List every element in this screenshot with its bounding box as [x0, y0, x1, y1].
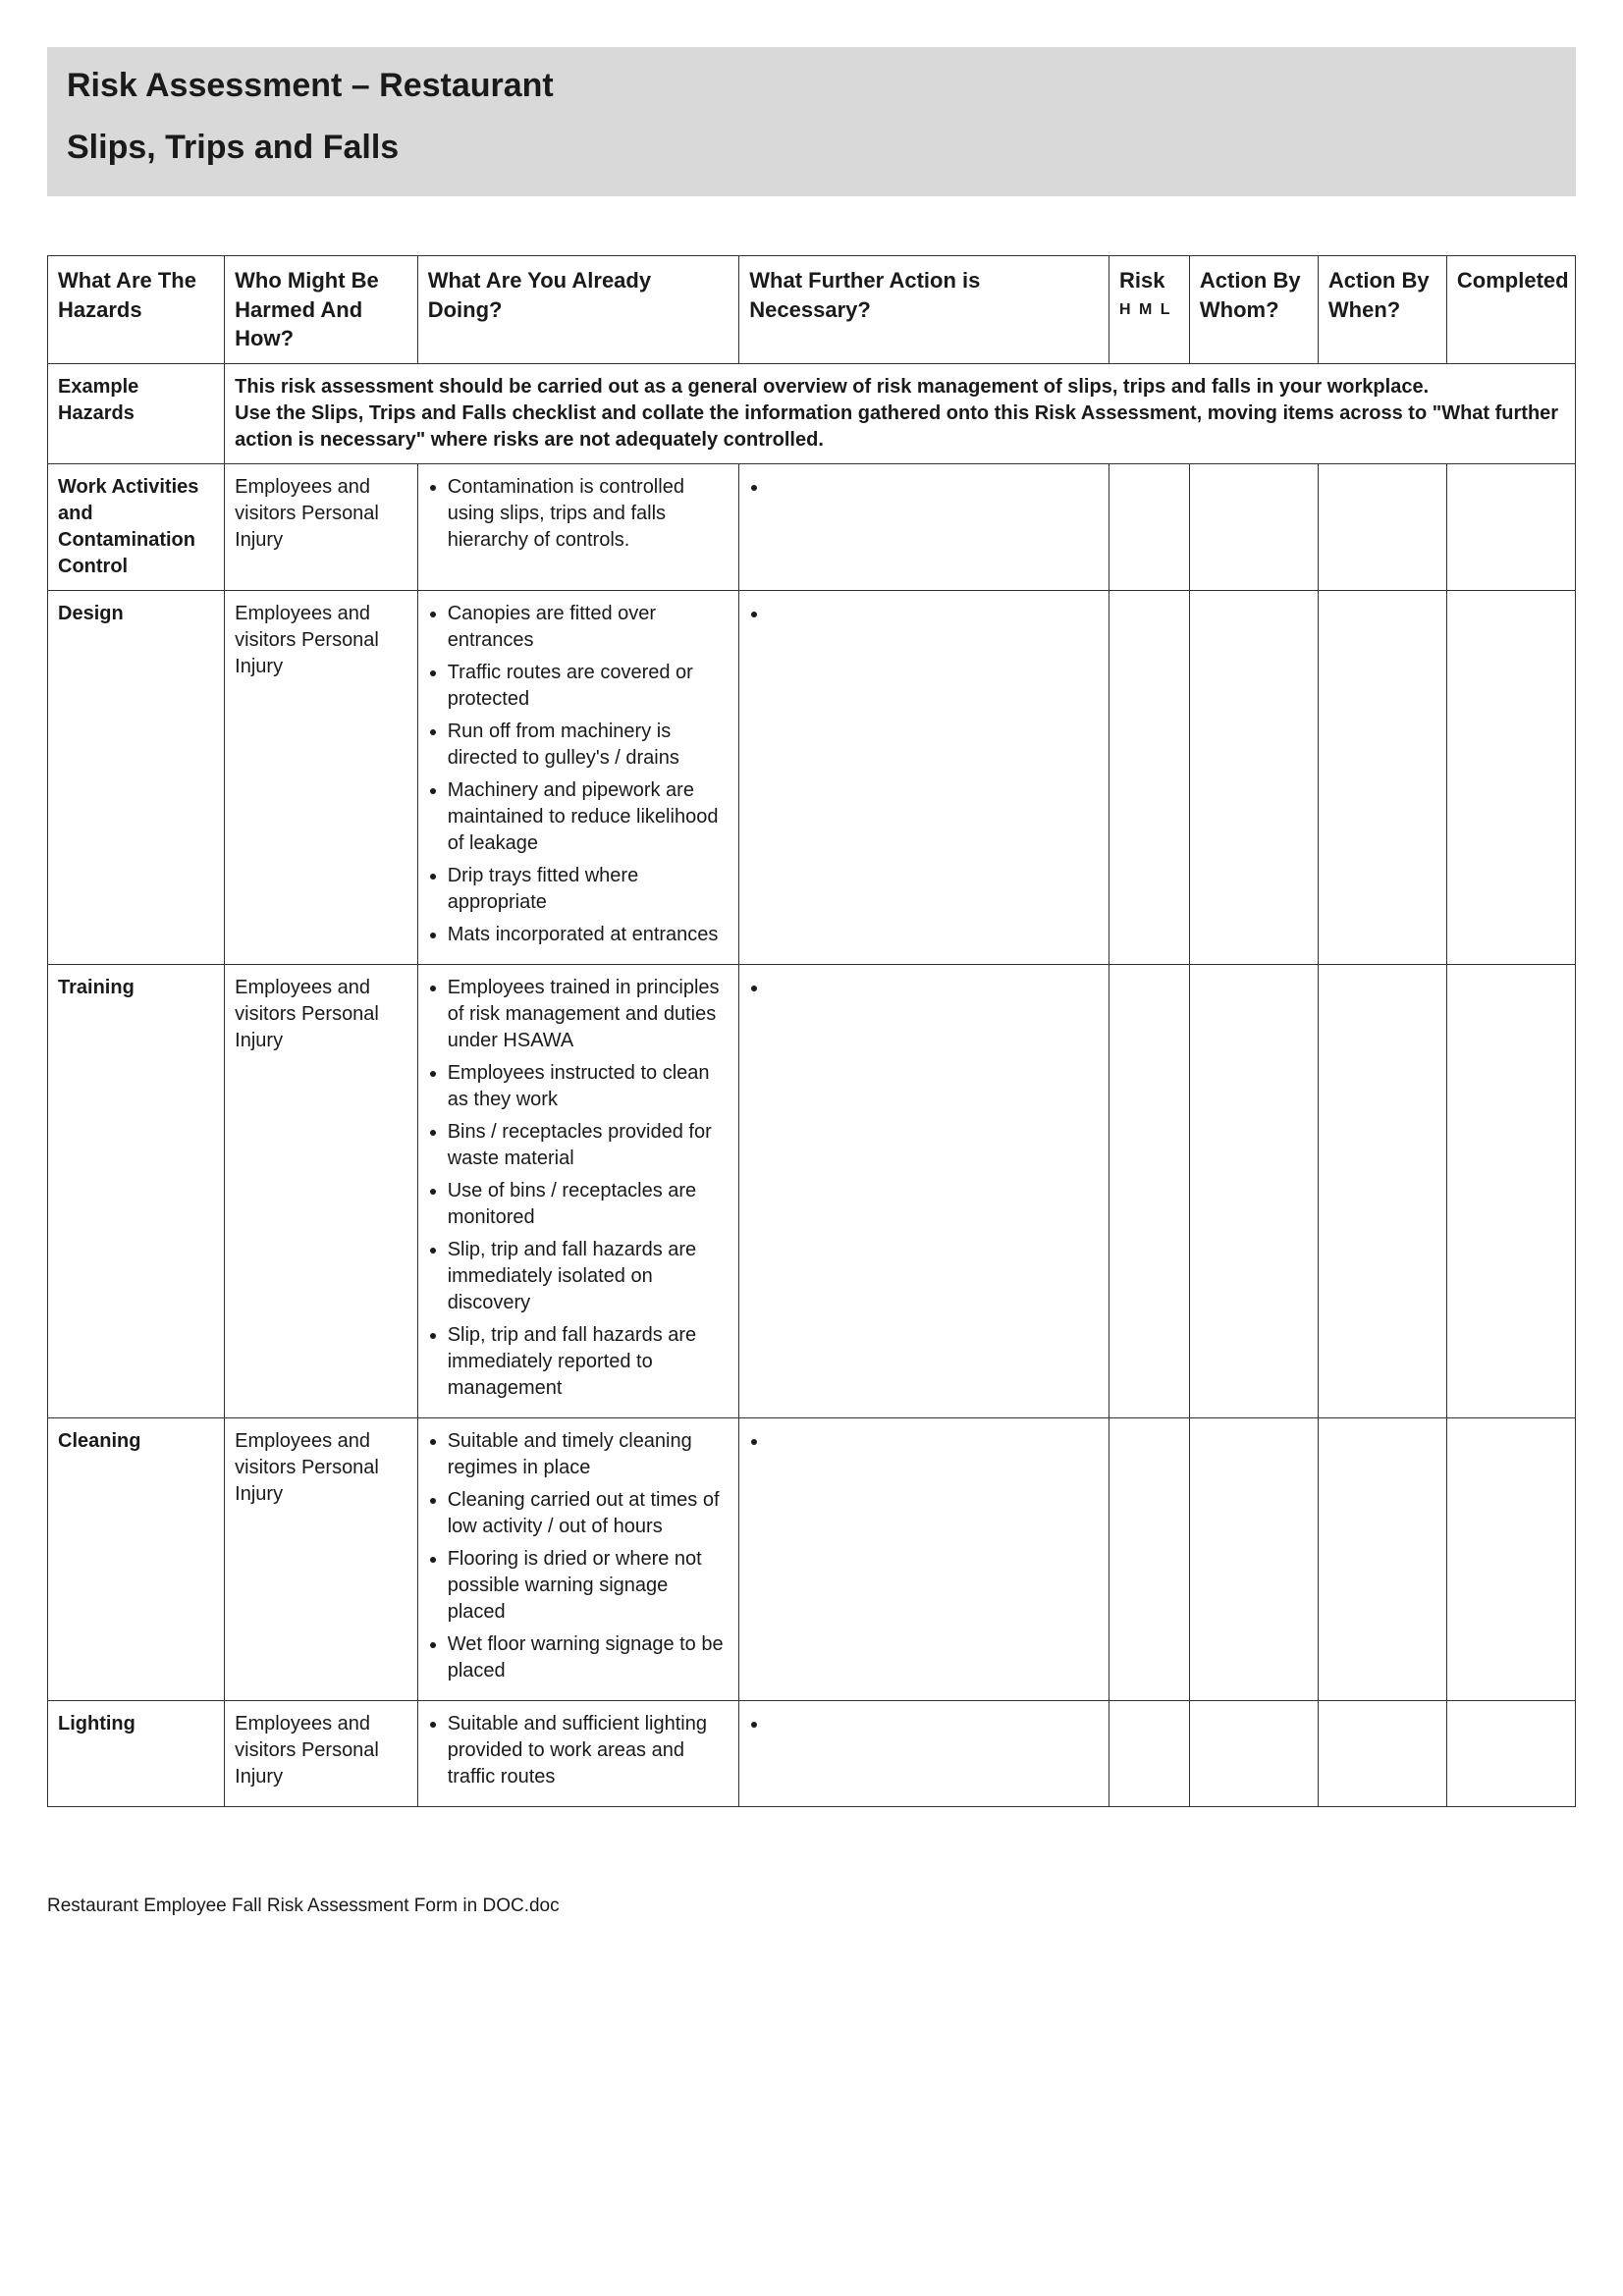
table-row: LightingEmployees and visitors Personal … [48, 1701, 1576, 1807]
table-body: Example HazardsThis risk assessment shou… [48, 364, 1576, 1807]
doing-item: Slip, trip and fall hazards are immediat… [448, 1237, 730, 1316]
risk-cell [1109, 1418, 1190, 1701]
doing-cell: Suitable and sufficient lighting provide… [417, 1701, 739, 1807]
page-subtitle: Slips, Trips and Falls [67, 129, 1556, 167]
when-cell [1318, 464, 1446, 591]
example-row: Example HazardsThis risk assessment shou… [48, 364, 1576, 464]
risk-cell [1109, 591, 1190, 965]
risk-assessment-table: What Are The Hazards Who Might Be Harmed… [47, 255, 1576, 1807]
doing-item: Use of bins / receptacles are monitored [448, 1178, 730, 1231]
further-item [769, 1711, 1099, 1737]
completed-cell [1446, 464, 1575, 591]
further-cell [739, 1701, 1109, 1807]
col-header-whom: Action By Whom? [1189, 256, 1318, 364]
col-header-risk-sub: H M L [1119, 299, 1179, 321]
risk-cell [1109, 1701, 1190, 1807]
when-cell [1318, 1418, 1446, 1701]
doing-item: Flooring is dried or where not possible … [448, 1546, 730, 1626]
doing-item: Canopies are fitted over entrances [448, 601, 730, 654]
risk-cell [1109, 965, 1190, 1418]
whom-cell [1189, 464, 1318, 591]
whom-cell [1189, 591, 1318, 965]
col-header-doing: What Are You Already Doing? [417, 256, 739, 364]
further-item [769, 474, 1099, 501]
harmed-cell: Employees and visitors Personal Injury [225, 965, 418, 1418]
doing-cell: Canopies are fitted over entrances Traffi… [417, 591, 739, 965]
further-cell [739, 591, 1109, 965]
further-item [769, 1428, 1099, 1455]
hazard-cell: Work Activities and Contamination Contro… [48, 464, 225, 591]
when-cell [1318, 591, 1446, 965]
doing-item: Suitable and timely cleaning regimes in … [448, 1428, 730, 1481]
doing-item: Employees instructed to clean as they wo… [448, 1060, 730, 1113]
harmed-cell: Employees and visitors Personal Injury [225, 591, 418, 965]
doing-item: Bins / receptacles provided for waste ma… [448, 1119, 730, 1172]
doing-item: Wet floor warning signage to be placed [448, 1631, 730, 1684]
doing-item: Run off from machinery is directed to gu… [448, 719, 730, 772]
table-header: What Are The Hazards Who Might Be Harmed… [48, 256, 1576, 364]
col-header-risk-label: Risk [1119, 268, 1164, 293]
hazard-cell: Lighting [48, 1701, 225, 1807]
doing-item: Employees trained in principles of risk … [448, 975, 730, 1054]
harmed-cell: Employees and visitors Personal Injury [225, 1701, 418, 1807]
doing-item: Suitable and sufficient lighting provide… [448, 1711, 730, 1790]
completed-cell [1446, 1418, 1575, 1701]
header-block: Risk Assessment – Restaurant Slips, Trip… [47, 47, 1576, 196]
risk-cell [1109, 464, 1190, 591]
col-header-risk: Risk H M L [1109, 256, 1190, 364]
further-cell [739, 1418, 1109, 1701]
doing-item: Drip trays fitted where appropriate [448, 863, 730, 916]
doing-item: Traffic routes are covered or protected [448, 660, 730, 713]
col-header-hazards: What Are The Hazards [48, 256, 225, 364]
col-header-harmed: Who Might Be Harmed And How? [225, 256, 418, 364]
whom-cell [1189, 1418, 1318, 1701]
hazard-cell: Design [48, 591, 225, 965]
table-row: Work Activities and Contamination Contro… [48, 464, 1576, 591]
doing-item: Contamination is controlled using slips,… [448, 474, 730, 554]
hazard-cell: Training [48, 965, 225, 1418]
footer-filename: Restaurant Employee Fall Risk Assessment… [47, 1896, 1576, 1917]
further-item [769, 601, 1099, 627]
harmed-cell: Employees and visitors Personal Injury [225, 1418, 418, 1701]
further-cell [739, 464, 1109, 591]
doing-item: Slip, trip and fall hazards are immediat… [448, 1322, 730, 1402]
doing-cell: Contamination is controlled using slips,… [417, 464, 739, 591]
when-cell [1318, 965, 1446, 1418]
completed-cell [1446, 1701, 1575, 1807]
whom-cell [1189, 1701, 1318, 1807]
completed-cell [1446, 591, 1575, 965]
doing-item: Cleaning carried out at times of low act… [448, 1487, 730, 1540]
table-row: DesignEmployees and visitors Personal In… [48, 591, 1576, 965]
col-header-when: Action By When? [1318, 256, 1446, 364]
completed-cell [1446, 965, 1575, 1418]
doing-cell: Suitable and timely cleaning regimes in … [417, 1418, 739, 1701]
page-title: Risk Assessment – Restaurant [67, 67, 1556, 105]
further-cell [739, 965, 1109, 1418]
doing-item: Machinery and pipework are maintained to… [448, 777, 730, 857]
doing-cell: Employees trained in principles of risk … [417, 965, 739, 1418]
table-row: CleaningEmployees and visitors Personal … [48, 1418, 1576, 1701]
table-row: TrainingEmployees and visitors Personal … [48, 965, 1576, 1418]
col-header-completed: Completed [1446, 256, 1575, 364]
doing-item: Mats incorporated at entrances [448, 922, 730, 948]
example-instruction: This risk assessment should be carried o… [225, 364, 1576, 464]
when-cell [1318, 1701, 1446, 1807]
further-item [769, 975, 1099, 1001]
col-header-further: What Further Action is Necessary? [739, 256, 1109, 364]
hazard-cell: Cleaning [48, 1418, 225, 1701]
harmed-cell: Employees and visitors Personal Injury [225, 464, 418, 591]
whom-cell [1189, 965, 1318, 1418]
example-hazards-label: Example Hazards [48, 364, 225, 464]
